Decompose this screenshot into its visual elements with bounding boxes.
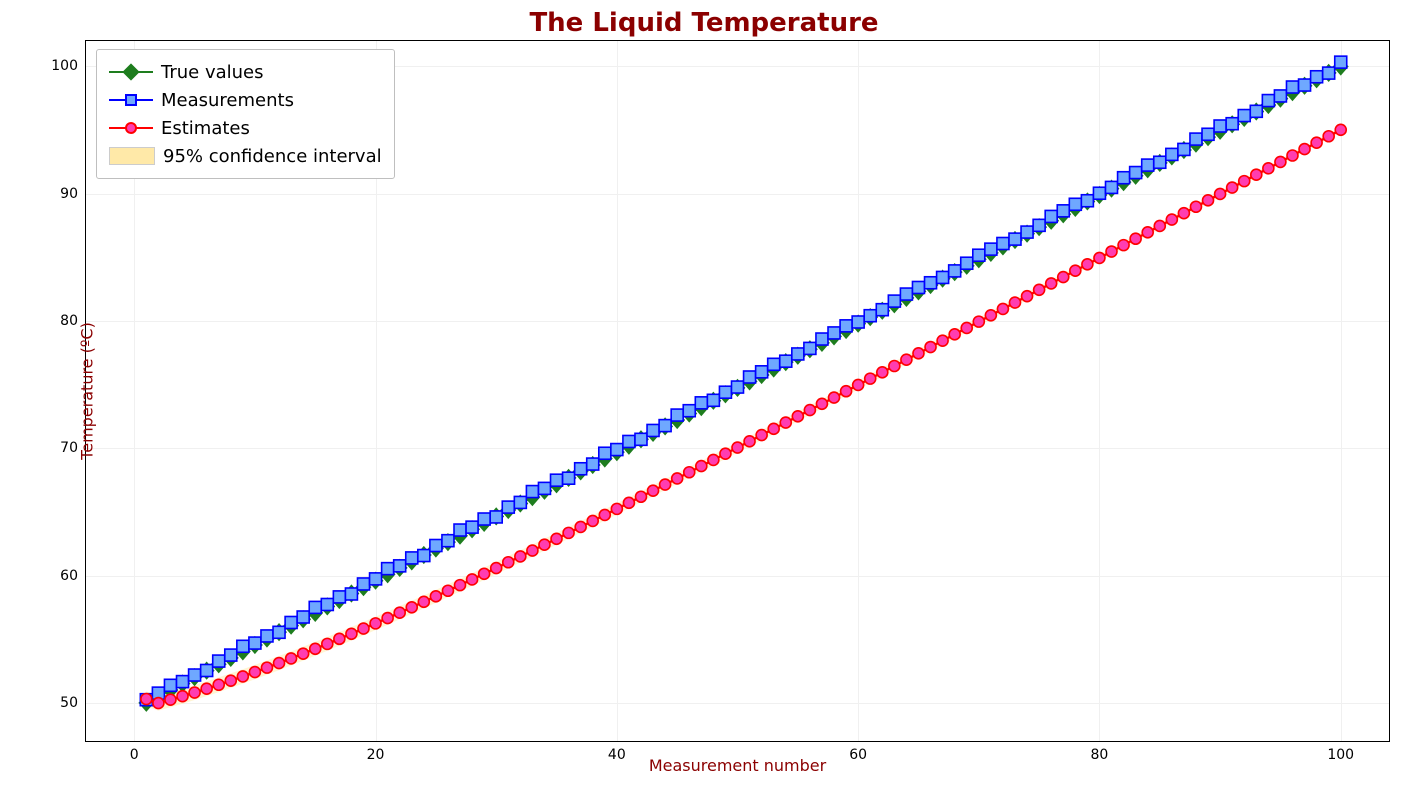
legend-item: True values	[109, 58, 382, 86]
legend-item: Estimates	[109, 114, 382, 142]
chart-container: The Liquid Temperature True values Measur…	[0, 0, 1408, 787]
y-tick-label: 60	[60, 568, 78, 584]
legend-label: Estimates	[161, 118, 250, 139]
y-axis-label: Temperature (ºC)	[77, 322, 96, 460]
confidence-band	[146, 127, 1340, 710]
x-tick-label: 20	[367, 747, 385, 763]
x-tick-label: 80	[1091, 747, 1109, 763]
legend-label: True values	[161, 62, 264, 83]
legend-symbol	[109, 90, 153, 110]
legend-symbol	[109, 62, 153, 82]
legend-label: 95% confidence interval	[163, 146, 382, 167]
series-line-est	[146, 130, 1340, 703]
legend-symbol	[109, 118, 153, 138]
legend-item: 95% confidence interval	[109, 142, 382, 170]
x-axis-label: Measurement number	[649, 756, 826, 775]
y-tick-label: 70	[60, 440, 78, 456]
y-tick-label: 90	[60, 186, 78, 202]
series-markers-est	[141, 124, 1346, 708]
plot-area: True values Measurements Estimates 95% conf…	[85, 40, 1390, 742]
y-tick-label: 50	[60, 695, 78, 711]
legend-item: Measurements	[109, 86, 382, 114]
x-tick-label: 40	[608, 747, 626, 763]
x-tick-label: 60	[849, 747, 867, 763]
legend-label: Measurements	[161, 90, 294, 111]
x-tick-label: 0	[130, 747, 139, 763]
y-tick-label: 80	[60, 313, 78, 329]
x-tick-label: 100	[1327, 747, 1354, 763]
chart-title: The Liquid Temperature	[0, 8, 1408, 38]
legend-patch	[109, 147, 155, 165]
legend: True values Measurements Estimates 95% conf…	[96, 49, 395, 179]
y-tick-label: 100	[51, 58, 78, 74]
